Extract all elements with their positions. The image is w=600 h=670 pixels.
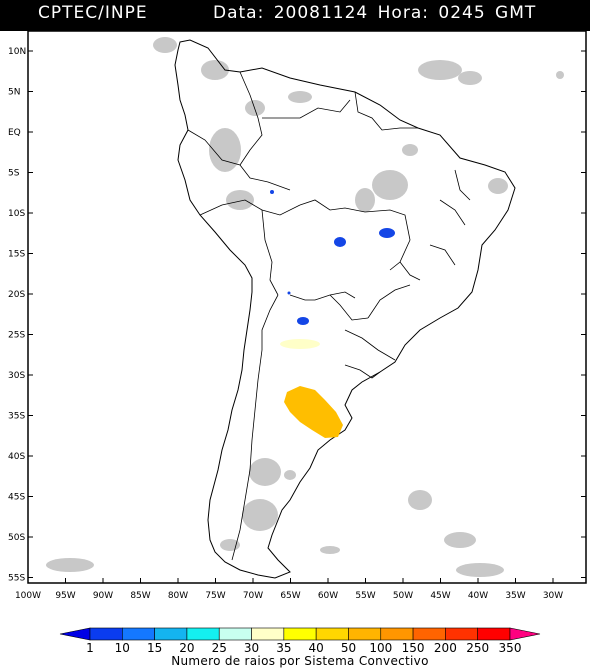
legend-value-label: 250: [466, 641, 489, 655]
legend-swatch: [89, 627, 123, 641]
latitude-axis: 10N 5N EQ 5S 10S 15S 20S 25S 30S 35S 40S 45S 50S 55S: [8, 47, 586, 584]
lat-tick-label: 25S: [8, 331, 25, 341]
legend-value-label: 10: [115, 641, 130, 655]
lat-tick-label: 15S: [8, 250, 25, 260]
lat-tick-label: 45S: [8, 493, 25, 503]
lon-tick-label: 80W: [168, 591, 188, 601]
country-borders: [187, 71, 471, 561]
storm-blob: [297, 317, 309, 325]
legend-value-label: 1: [86, 641, 94, 655]
storm-blob: [334, 237, 346, 247]
legend-swatch: [283, 627, 317, 641]
convective-systems: [270, 190, 395, 438]
lat-tick-label: 30S: [8, 371, 25, 381]
storm-blob: [287, 291, 291, 295]
date-time-title: Data: 20081124 Hora: 0245 GMT: [213, 3, 537, 23]
storm-blob: [270, 190, 274, 194]
legend-value-label: 350: [499, 641, 522, 655]
legend-value-label: 50: [341, 641, 356, 655]
lon-tick-label: 100W: [15, 591, 41, 601]
lat-tick-label: 40S: [8, 452, 25, 462]
color-legend: [59, 627, 541, 641]
lon-tick-label: 50W: [393, 591, 413, 601]
legend-swatch: [412, 627, 446, 641]
legend-value-label: 15: [147, 641, 162, 655]
lon-tick-label: 60W: [318, 591, 338, 601]
legend-swatch: [186, 627, 220, 641]
map-frame: [27, 30, 587, 584]
legend-title: Numero de raios por Sistema Convectivo: [171, 654, 428, 668]
legend-swatch: [59, 627, 91, 641]
legend-swatch: [218, 627, 252, 641]
legend-value-label: 35: [276, 641, 291, 655]
lon-tick-label: 55W: [355, 591, 375, 601]
storm-blob: [284, 386, 343, 438]
lon-tick-label: 45W: [430, 591, 450, 601]
lon-tick-label: 30W: [543, 591, 563, 601]
lon-tick-label: 40W: [468, 591, 488, 601]
legend-value-label: 30: [244, 641, 259, 655]
lon-tick-label: 85W: [130, 591, 150, 601]
longitude-axis: 100W 95W 90W 85W 80W 75W 70W 65W 60W 55W 50W 45W 40W…: [15, 578, 563, 601]
legend-value-label: 100: [369, 641, 392, 655]
legend-swatch: [380, 627, 414, 641]
legend-swatch: [122, 627, 155, 641]
storm-blob: [379, 228, 395, 238]
legend-value-label: 40: [309, 641, 324, 655]
lat-tick-label: EQ: [8, 128, 21, 138]
lat-tick-label: 5S: [8, 169, 20, 179]
storm-blob: [280, 339, 320, 349]
source-title: CPTEC/INPE: [38, 3, 148, 23]
lon-tick-label: 95W: [55, 591, 75, 601]
lat-tick-label: 20S: [8, 290, 25, 300]
legend-value-label: 150: [402, 641, 425, 655]
legend-swatch: [315, 627, 349, 641]
legend-swatch: [348, 627, 382, 641]
lat-tick-label: 55S: [8, 574, 25, 584]
lon-tick-label: 65W: [280, 591, 300, 601]
lat-tick-label: 10N: [8, 47, 26, 57]
lat-tick-label: 10S: [8, 209, 25, 219]
lon-tick-label: 70W: [243, 591, 263, 601]
legend-swatch: [509, 627, 541, 641]
lat-tick-label: 5N: [8, 88, 20, 98]
legend-value-label: 25: [212, 641, 227, 655]
lat-tick-label: 35S: [8, 412, 25, 422]
continent-outline: [174, 39, 516, 579]
legend-swatch: [154, 627, 188, 641]
legend-swatch: [445, 627, 478, 641]
cloud-cover: [46, 37, 564, 577]
lon-tick-label: 90W: [93, 591, 113, 601]
legend-labels: 1 10 15 20 25 30 35 40 50 100 150 200 250 350: [86, 641, 521, 655]
lat-tick-label: 50S: [8, 533, 25, 543]
legend-swatch: [251, 627, 285, 641]
lon-tick-label: 35W: [505, 591, 525, 601]
title-bar: CPTEC/INPE Data: 20081124 Hora: 0245 GMT: [0, 0, 590, 31]
legend-value-label: 20: [179, 641, 194, 655]
lon-tick-label: 75W: [205, 591, 225, 601]
legend-swatch: [477, 627, 511, 641]
legend-value-label: 200: [434, 641, 457, 655]
